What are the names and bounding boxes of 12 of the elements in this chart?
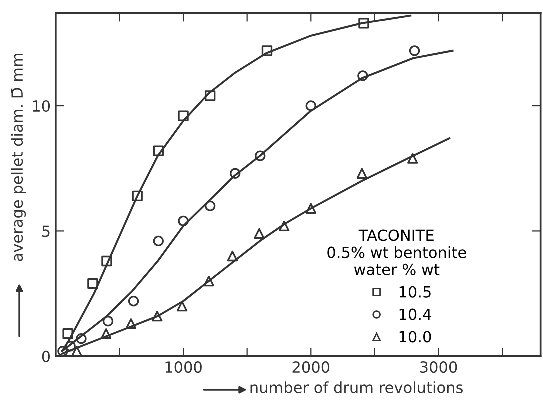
x-tick-label: 3000 xyxy=(420,362,458,374)
legend-label: 10.5 xyxy=(400,286,431,298)
y-axis-title: average pellet diam. D̄ mm xyxy=(11,54,26,262)
x-axis-title: number of drum revolutions xyxy=(250,382,463,394)
legend-title: TACONITE 0.5% wt bentonite water % wt xyxy=(328,230,466,276)
legend-label: 10.0 xyxy=(400,331,432,343)
x-tick-label: 1000 xyxy=(166,362,202,374)
legend-label: 10.4 xyxy=(400,308,432,320)
y-tick-label: 10 xyxy=(33,100,50,112)
y-tick-label: 5 xyxy=(42,226,50,238)
y-tick-label: 0 xyxy=(42,350,50,362)
x-tick-label: 2000 xyxy=(292,362,330,374)
